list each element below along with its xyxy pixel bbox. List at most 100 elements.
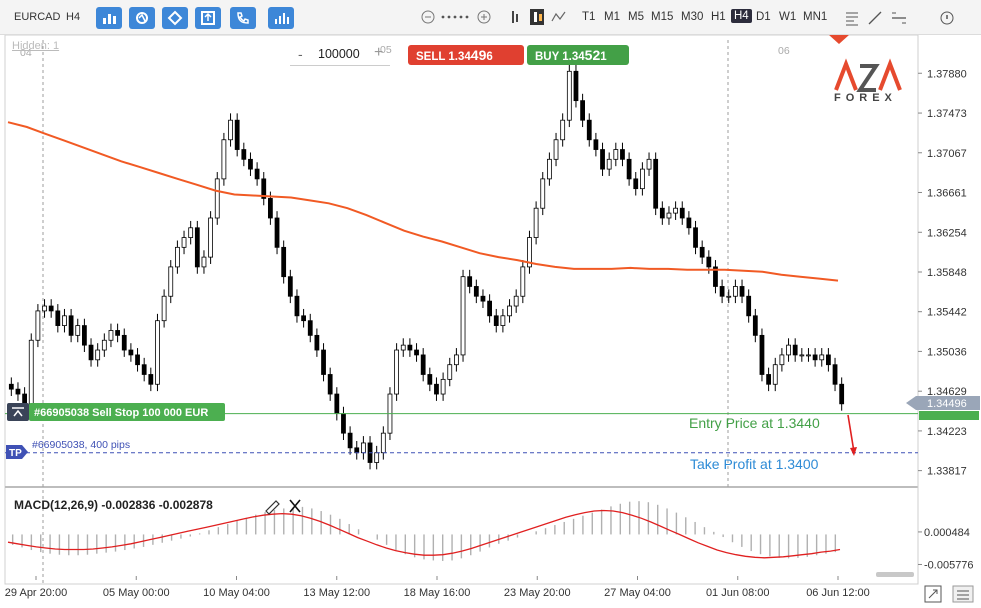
close-icon[interactable] [289,499,301,513]
indicator-button[interactable] [129,7,155,29]
candle [606,152,612,176]
candle [473,279,479,304]
current-price-text: 1.34496 [927,398,967,410]
candle [500,308,506,333]
candle-body [75,325,81,336]
order-label[interactable]: #66905038 Sell Stop 100 000 EUR [7,403,225,421]
candle [347,426,353,455]
tp-badge-text: TP [9,448,22,459]
hidden-label[interactable]: Hidden: 1 [12,40,60,52]
candle [148,367,154,392]
tf-t1[interactable]: T1 [582,11,596,23]
candle-body [294,295,300,317]
template-button[interactable] [195,7,221,29]
candle [453,348,459,372]
tf-h4[interactable]: H4 [731,9,752,23]
chart-type-icons[interactable] [510,9,570,25]
candle [467,269,473,294]
buy-price-suffix: 1 [600,51,607,63]
candle-body [314,334,320,351]
candle [699,240,705,264]
price-tick-label: 1.36661 [927,187,967,199]
lot-minus-button[interactable]: - [298,46,303,62]
candle-body [394,349,400,395]
drawing-tools[interactable] [844,9,974,27]
candle-body [560,119,566,141]
candle [693,220,698,255]
candle-body [759,334,765,375]
tp-marker[interactable]: TP #66905038, 400 pips [6,439,130,459]
lot-stepper[interactable]: - 100000 + [290,44,390,66]
candle [155,313,160,392]
candle-body [82,325,87,346]
price-tick-label: 1.37880 [927,68,967,80]
candle [586,113,592,147]
sell-price-prefix: 1.34 [448,51,471,63]
time-tick-label: 29 Apr 20:00 [5,587,67,599]
tp-badge[interactable] [6,445,28,459]
candle [88,338,94,367]
candle [75,318,81,343]
price-tick-label: 1.33817 [927,466,967,478]
tf-m1[interactable]: M1 [604,11,620,23]
signals-button[interactable] [268,7,294,29]
candle [414,343,419,362]
candle-body [606,158,612,170]
price-chart[interactable]: 04 05 06 1.378801.374731.370671.366611.3… [0,35,981,608]
candle [540,172,546,216]
candle-body [520,266,526,297]
order-label-box[interactable] [29,403,225,421]
candle [440,372,446,401]
lot-value[interactable]: 100000 [318,47,360,61]
tf-m15[interactable]: M15 [651,11,674,23]
candle-body [374,452,380,463]
candle-body [321,349,326,375]
candle-body [121,334,127,351]
candle-body [752,315,758,336]
candle-body [553,139,559,160]
candle-body [188,227,194,238]
candle [248,152,253,176]
candle-body [181,237,187,248]
candle [101,333,107,357]
bar-chart-button[interactable] [96,7,122,29]
buy-button[interactable]: BUY 1.34521 [527,45,629,65]
candle [799,348,805,362]
candle [174,240,180,274]
timeframe-label[interactable]: H4 [66,11,81,23]
candle [520,260,526,304]
tf-m30[interactable]: M30 [681,11,704,23]
candle [181,230,187,255]
horizontal-line-icon [892,12,906,24]
sell-label: SELL [416,51,446,63]
sell-button[interactable]: SELL 1.34496 [408,45,524,65]
lot-plus-button[interactable]: + [374,44,384,61]
tf-mn1[interactable]: MN1 [803,11,828,23]
scrollbar[interactable] [876,572,914,577]
expand-icon[interactable] [924,585,942,603]
candle [573,64,579,108]
candle [779,348,785,372]
time-tick-label: 10 May 04:00 [203,587,270,599]
macd-histogram [11,501,837,561]
menu-icon[interactable] [952,585,974,603]
objects-button[interactable] [162,7,188,29]
candle [653,152,659,216]
tf-m5[interactable]: M5 [628,11,644,23]
candle-body [566,70,572,121]
symbol-label[interactable]: EURCAD [14,11,61,23]
candle [646,152,652,176]
buy-price-big: 52 [584,47,601,63]
candle [95,343,101,367]
candle-body [460,276,466,356]
candle-body [341,413,346,434]
tf-w1[interactable]: W1 [779,11,797,23]
phone-button[interactable] [230,7,256,29]
zoom-control[interactable] [421,9,491,25]
candle [553,132,559,167]
tf-d1[interactable]: D1 [756,11,771,23]
pencil-icon[interactable] [265,500,280,515]
candle-body [414,349,419,356]
tf-h1[interactable]: H1 [711,11,726,23]
candle [447,357,453,387]
